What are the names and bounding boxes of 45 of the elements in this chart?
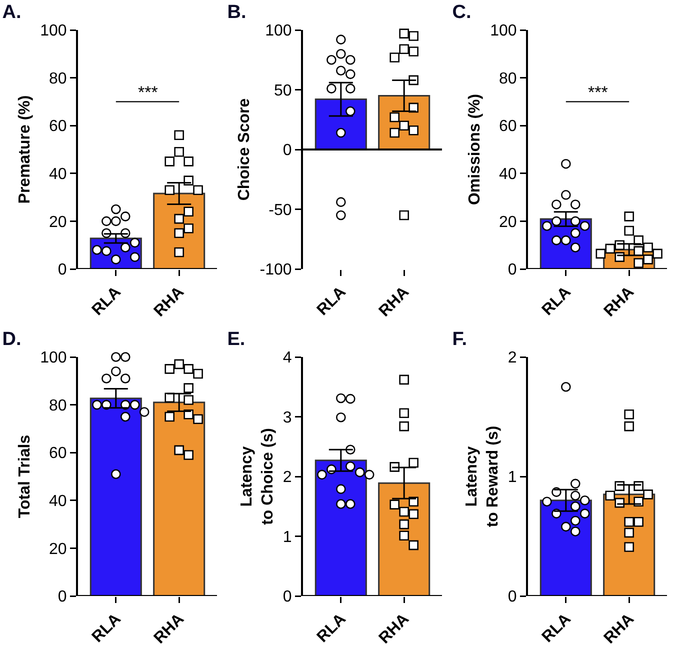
y-tick-label: -100 [260,262,292,279]
chart-title: D. [2,329,22,350]
y-tick-label: 2 [282,469,292,486]
y-tick-label: 50 [274,82,292,100]
y-tick-label: 20 [49,540,67,558]
y-tick-label: 100 [40,350,67,367]
y-tick-label: 60 [49,118,67,136]
y-tick-label: 0 [58,262,67,279]
y-tick-label: 40 [49,166,67,183]
y-tick-label: 2 [508,350,517,367]
chart-title: E. [227,329,246,350]
y-tick-label: 0 [282,588,292,606]
y-tick-label: 100 [265,22,292,40]
y-tick-label: 60 [49,445,67,462]
chart-title: C. [452,2,472,24]
y-axis-title: Latency to Choice (s) [238,428,276,525]
y-axis-title: Omissions (%) [466,94,484,206]
y-tick-label: 60 [499,118,517,136]
chart-title: A. [2,2,22,24]
y-tick-label: 20 [499,214,517,231]
y-tick-label: 0 [282,142,292,160]
y-tick-label: 40 [499,166,517,183]
annotation: *** [138,83,158,102]
y-tick-label: 80 [49,70,67,88]
y-tick-label: 80 [49,397,67,414]
y-tick-label: 3 [282,409,292,426]
y-axis-title: Choice Score [236,98,254,201]
y-tick-label: 100 [40,22,67,40]
y-tick-label: 80 [499,70,517,88]
chart-title: F. [452,329,468,350]
y-axis-title: Latency to Reward (s) [463,426,502,528]
y-axis-title: Total Trials [16,434,34,518]
y-tick-label: 40 [49,493,67,510]
y-tick-label: 100 [490,22,517,40]
y-tick-label: 0 [508,262,517,279]
y-tick-label: 4 [282,350,292,367]
y-tick-label: 0 [508,588,517,606]
y-tick-label: 1 [508,469,517,486]
y-tick-label: 0 [58,588,67,606]
y-axis-title: Premature (%) [16,95,34,204]
annotation: *** [588,83,608,102]
chart-title: B. [227,2,246,24]
y-tick-label: -50 [268,202,292,219]
y-tick-label: 20 [49,214,67,231]
y-tick-label: 1 [282,528,292,546]
